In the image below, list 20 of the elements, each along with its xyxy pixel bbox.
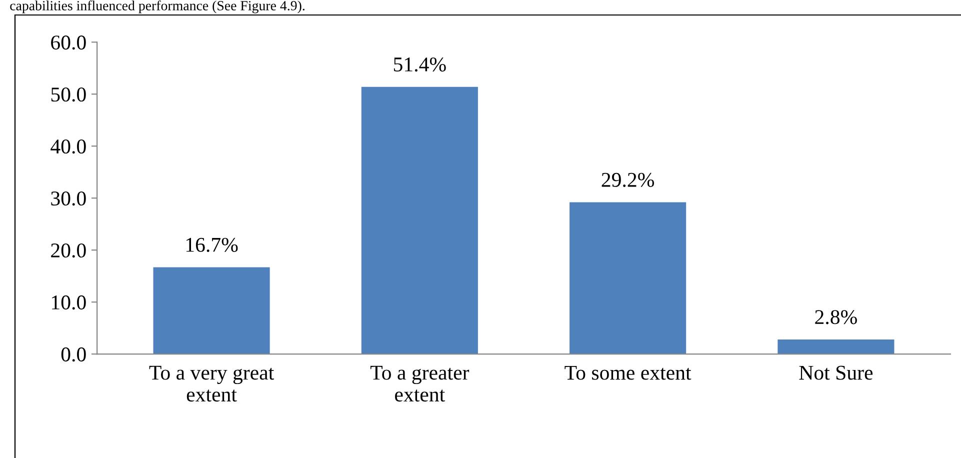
text: capabilities influenced performance (See Figure 4.9). [10,0,304,14]
bar [570,202,686,354]
data-label: 16.7% [186,238,238,252]
bar [778,339,894,354]
y-tick-label: 50.0 [51,87,86,102]
x-tick-label: To some extent [564,366,692,380]
data-label: 2.8% [815,310,857,324]
y-tick-label: 20.0 [51,243,86,258]
x-tick-label: To a greater extent [370,366,470,402]
y-tick-label: 0.0 [61,347,86,362]
y-tick-label: 30.0 [51,191,86,206]
bar [153,267,270,354]
y-tick-label: 60.0 [51,36,86,50]
x-tick-label: To a very great extent [149,366,274,402]
x-tick-label: Not Sure [799,366,873,380]
data-label: 51.4% [394,57,446,72]
y-tick-label: 10.0 [52,295,86,310]
bar [361,86,478,354]
data-label: 29.2% [602,172,654,187]
y-tick-label: 40.0 [50,139,86,154]
